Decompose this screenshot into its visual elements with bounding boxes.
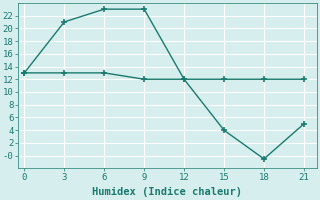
X-axis label: Humidex (Indice chaleur): Humidex (Indice chaleur) xyxy=(92,187,243,197)
